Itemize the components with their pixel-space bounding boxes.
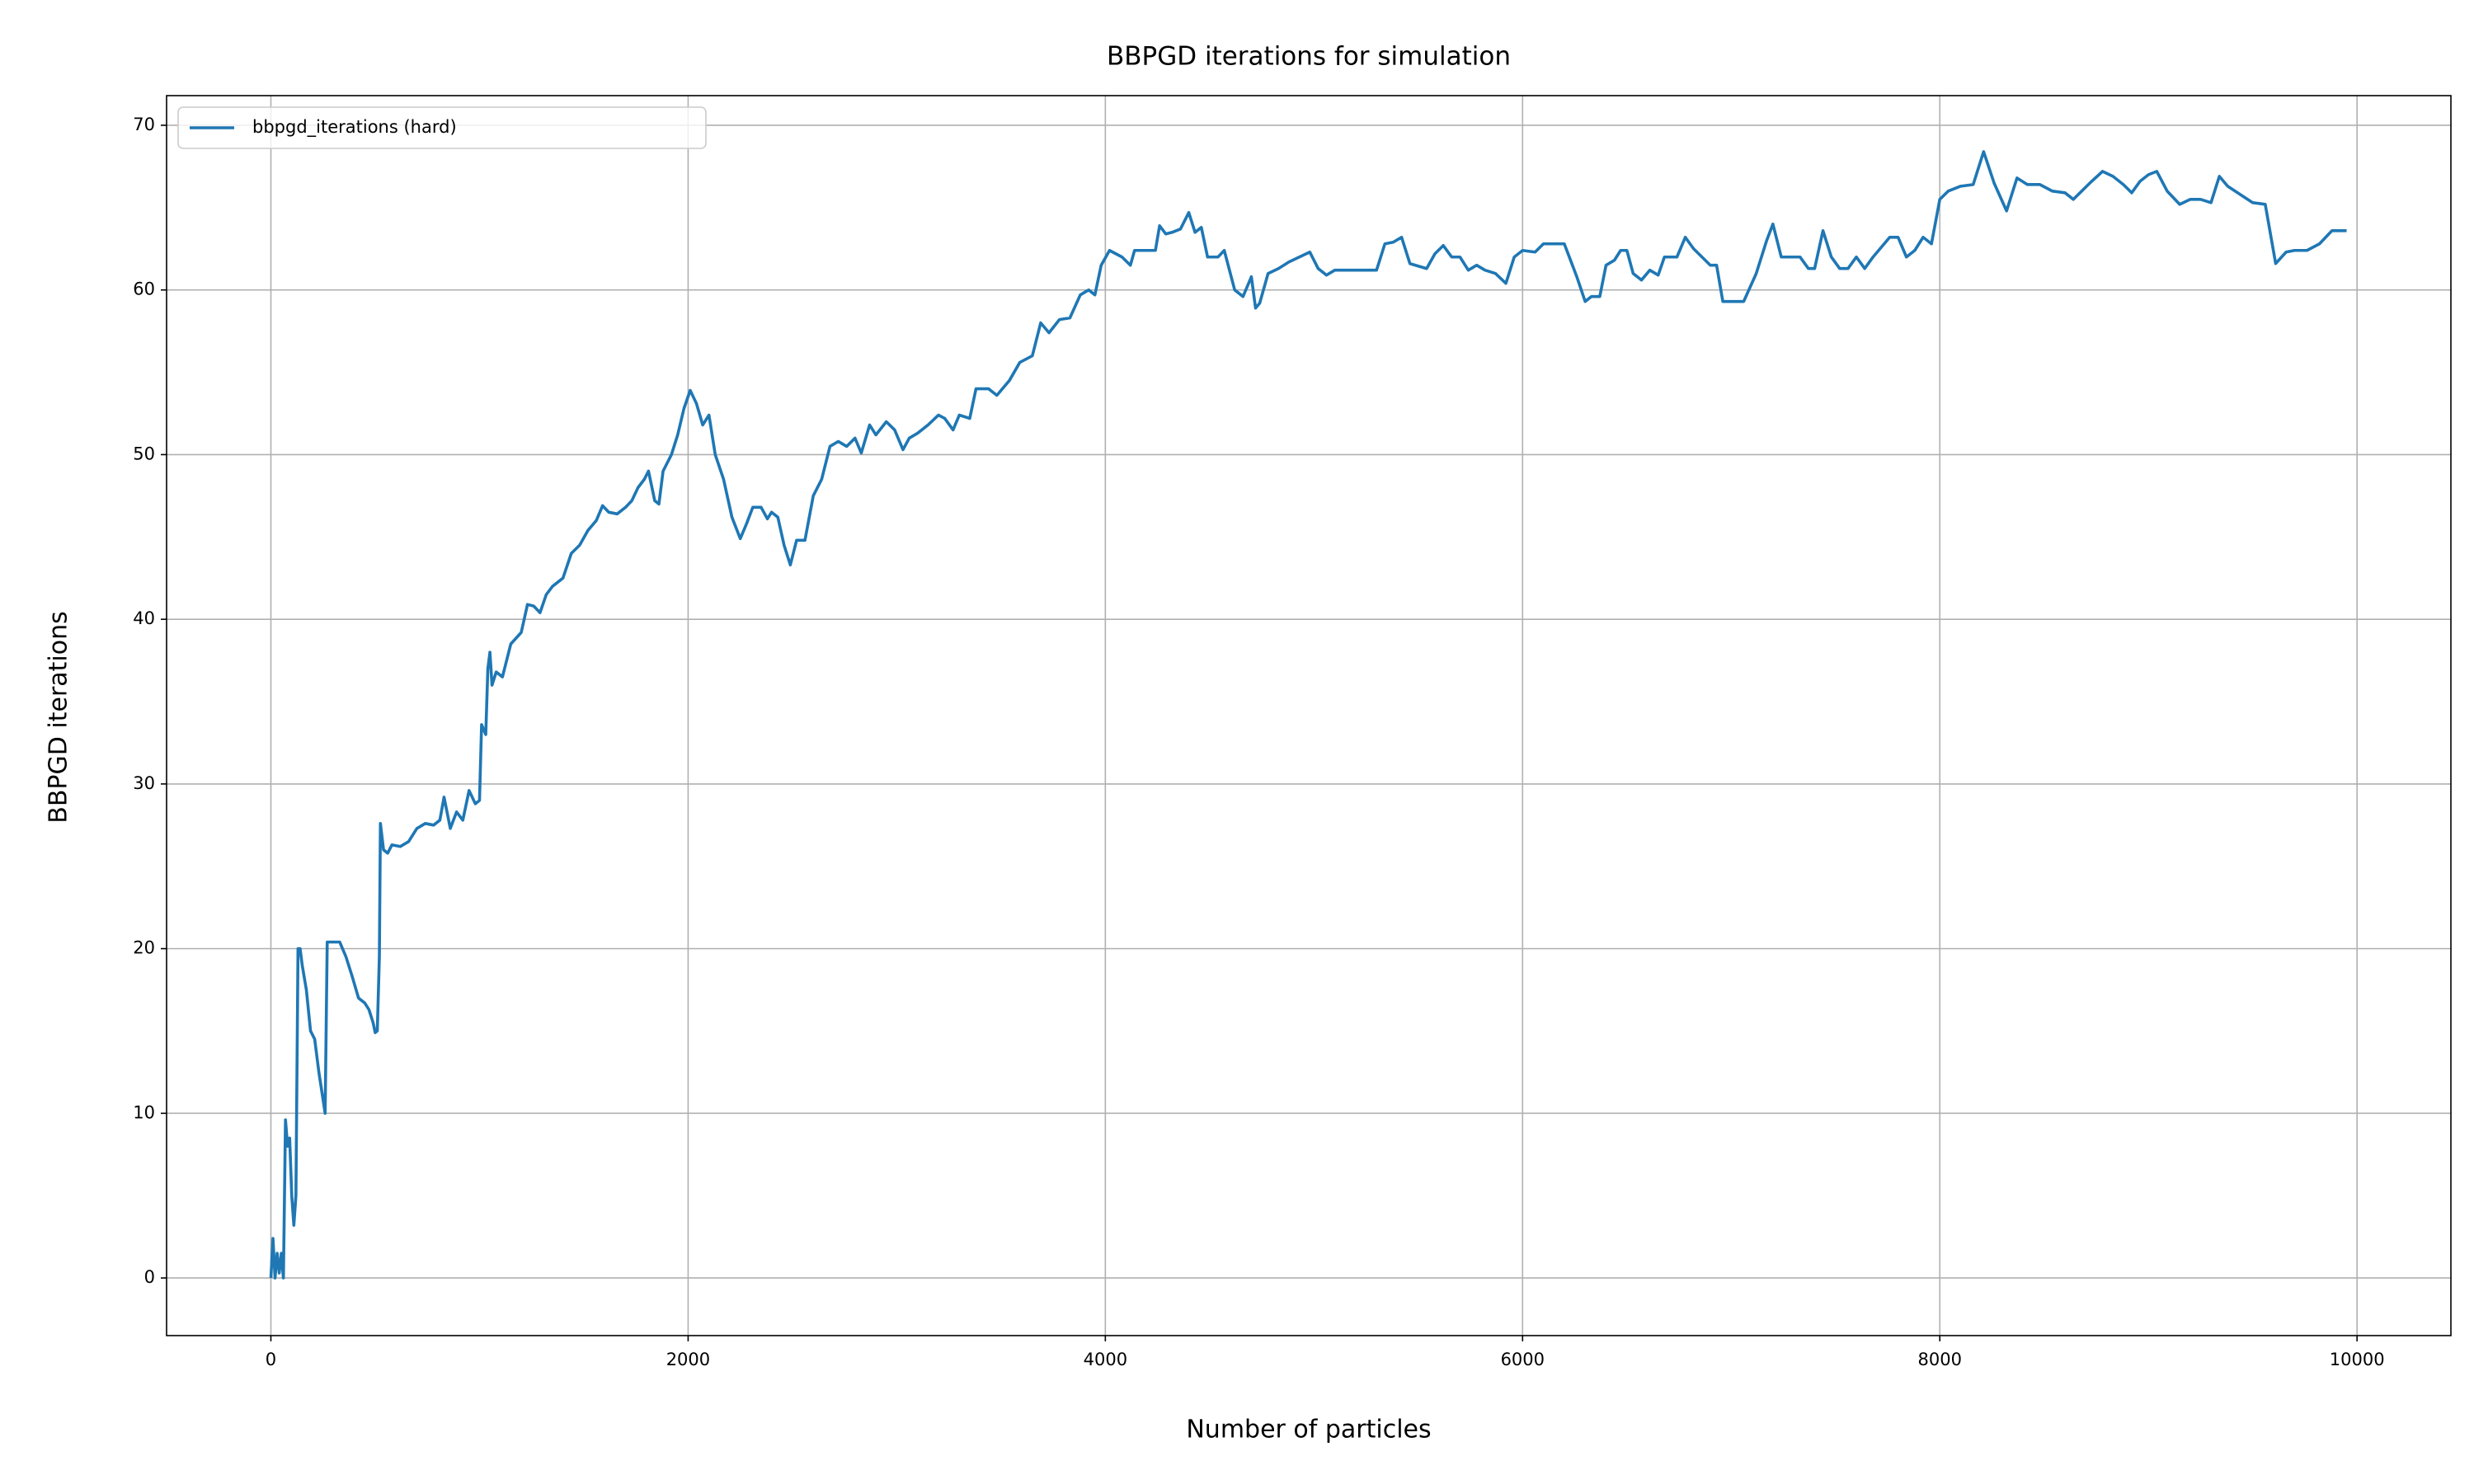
legend-label: bbpgd_iterations (hard): [252, 117, 457, 138]
y-tick-label: 0: [144, 1267, 155, 1287]
plot-frame: [166, 95, 2452, 1336]
y-axis-label: BBPGD iterations: [45, 611, 73, 824]
x-tick-label: 4000: [1084, 1350, 1127, 1369]
y-tick-label: 70: [133, 115, 155, 134]
legend-box: [177, 106, 707, 149]
y-tick-label: 20: [133, 938, 155, 958]
y-tick-label: 40: [133, 608, 155, 628]
y-tick-label: 60: [133, 279, 155, 299]
x-tick-label: 8000: [1918, 1350, 1962, 1369]
x-axis-label: Number of particles: [1186, 1416, 1431, 1444]
y-tick-label: 10: [133, 1102, 155, 1122]
data-line: [269, 150, 2347, 1280]
chart-title: BBPGD iterations for simulation: [1107, 42, 1511, 72]
x-tick-label: 6000: [1501, 1350, 1545, 1369]
y-tick-label: 50: [133, 444, 155, 463]
y-tick-label: 30: [133, 773, 155, 793]
x-tick-label: 10000: [2330, 1350, 2385, 1369]
x-tick-label: 0: [266, 1350, 276, 1369]
x-tick-label: 2000: [666, 1350, 710, 1369]
